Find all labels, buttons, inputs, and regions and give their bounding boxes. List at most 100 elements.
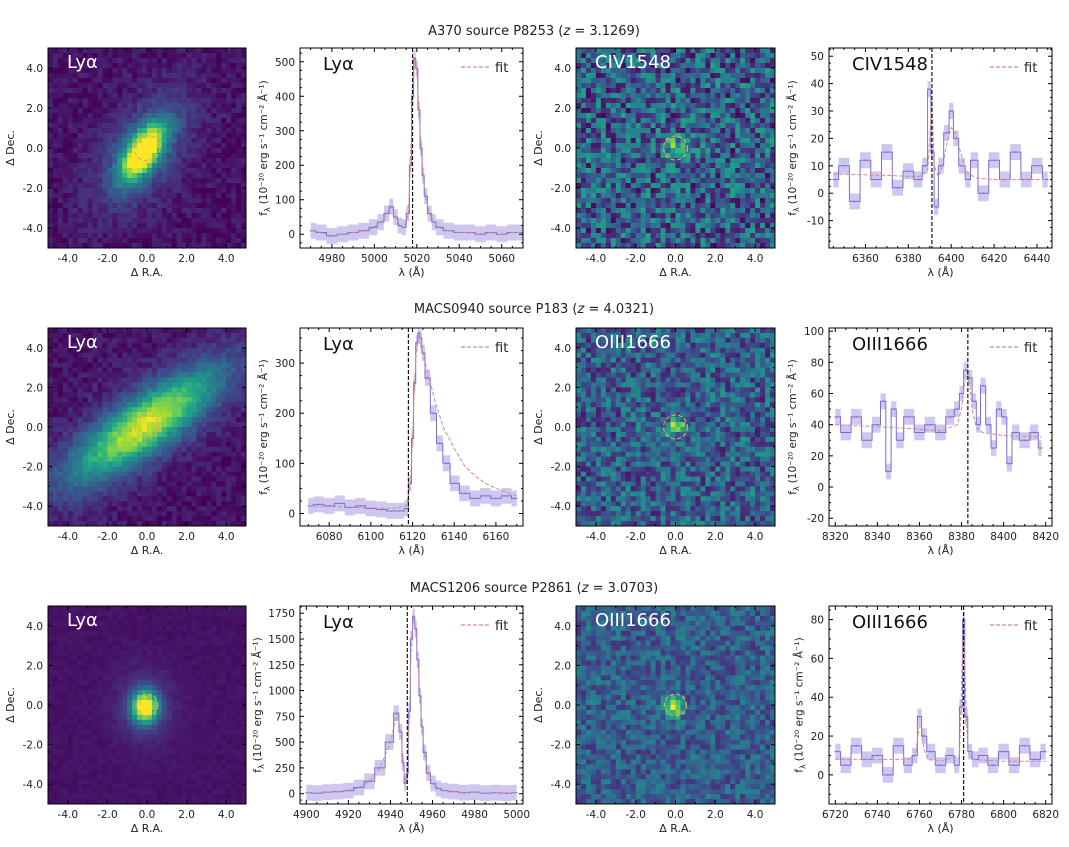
- spectrum-point: [1034, 431, 1036, 434]
- spectrum-point: [887, 470, 889, 473]
- legend-label: fit: [495, 341, 508, 356]
- spectrum-point: [316, 792, 318, 794]
- flux-units: (10⁻²⁰ erg s⁻¹ cm⁻² Å⁻¹): [257, 359, 270, 483]
- y-axis-label: Δ Dec.: [4, 409, 17, 445]
- y-tick-label: 2.0: [554, 103, 571, 115]
- y-tick-label: 1000: [268, 686, 295, 698]
- spectrum-point: [998, 408, 1001, 410]
- heatmap-cells: [48, 48, 247, 249]
- spectrum-point: [420, 337, 422, 339]
- y-tick-label: 40: [811, 692, 824, 704]
- y-axis-label: Δ Dec.: [4, 130, 17, 166]
- x-tick-label: 2.0: [707, 809, 724, 821]
- x-tick-label: 5000: [503, 809, 530, 821]
- x-tick-label: 6140: [441, 531, 468, 543]
- legend-label: fit: [1024, 341, 1037, 356]
- spectrum-point: [1002, 416, 1005, 418]
- plot-area: [307, 328, 518, 526]
- y-tick-label: 40: [811, 79, 824, 91]
- x-tick-label: 2.0: [707, 253, 724, 265]
- panel-label: OIII1666: [852, 334, 928, 355]
- x-tick-label: -2.0: [97, 531, 118, 543]
- row-title: A370 source P8253 (z = 3.1269): [428, 24, 640, 39]
- y-tick-label: 40: [811, 420, 824, 432]
- panel-label: CIV1548: [595, 52, 671, 73]
- x-tick-label: 2.0: [178, 809, 195, 821]
- x-tick-label: -4.0: [586, 253, 607, 265]
- x-tick-label: 0.0: [139, 809, 156, 821]
- x-axis-label: Δ R.A.: [131, 266, 164, 279]
- spectrum-panel-2-3: 6720 6740 6760 6780 6800 6820 0 20 40 60 80 λ (Å) fλ…: [792, 605, 1059, 835]
- y-tick-label: 0.0: [26, 422, 43, 434]
- y-tick-label: 4.0: [26, 621, 43, 633]
- y-tick-label: 10: [811, 161, 824, 173]
- panel-label: OIII1666: [595, 332, 671, 353]
- spectrum-point: [373, 226, 376, 229]
- spectrum-point: [956, 408, 959, 410]
- fit-line: [306, 616, 517, 794]
- x-tick-label: -4.0: [58, 253, 79, 265]
- y-tick-label: 2.0: [26, 382, 43, 394]
- error-band: [310, 50, 523, 244]
- x-axis-label: Δ R.A.: [659, 822, 692, 835]
- spectrum-point: [834, 750, 837, 753]
- spectrum-point: [969, 750, 971, 753]
- flux-symbol: f: [787, 491, 799, 495]
- spectrum-point: [426, 377, 428, 379]
- x-axis-label: λ (Å): [927, 544, 953, 557]
- x-tick-label: -2.0: [625, 253, 646, 265]
- image-panel-0-2: -4.0 -4.0 -2.0 -2.0 0.0 0.0 2.0 2.0 4.0 4.0 Δ R.A.…: [532, 47, 776, 279]
- image-panel-0-0: -4.0 -4.0 -2.0 -2.0 0.0 0.0 2.0 2.0 4.0 4.0 Δ R.A.…: [4, 47, 247, 279]
- spectrum-point: [961, 165, 963, 167]
- x-tick-label: 4940: [377, 809, 404, 821]
- y-tick-label: -2.0: [23, 740, 44, 752]
- flux-units: (10⁻²⁰ erg s⁻¹ cm⁻² Å⁻¹): [257, 80, 270, 204]
- panel-label: OIII1666: [595, 610, 671, 631]
- spectrum-point: [390, 510, 393, 512]
- x-axis-label: λ (Å): [927, 266, 953, 279]
- spectrum-point: [832, 178, 835, 181]
- spectrum-point: [845, 764, 847, 766]
- image-panel-1-0: -4.0 -4.0 -2.0 -2.0 0.0 0.0 2.0 2.0 4.0 4.0 Δ R.A.…: [4, 327, 247, 557]
- y-tick-label: 300: [275, 126, 295, 138]
- x-tick-label: 4900: [293, 809, 320, 821]
- y-tick-label: 0.0: [554, 700, 571, 712]
- title-source: MACS1206 source P2861 (: [410, 581, 582, 596]
- spectrum-point: [432, 412, 435, 415]
- title-z-var: z: [577, 302, 586, 317]
- flux-units: (10⁻²⁰ erg s⁻¹ cm⁻² Å⁻¹): [251, 637, 264, 761]
- x-tick-label: 2.0: [707, 531, 724, 543]
- spectrum-point: [950, 416, 952, 418]
- y-tick-label: 4.0: [554, 621, 571, 633]
- spectrum-point: [423, 751, 425, 754]
- x-tick-label: -4.0: [58, 531, 79, 543]
- spectrum-point: [918, 431, 921, 434]
- y-tick-label: -4.0: [551, 779, 572, 791]
- flux-symbol: f: [258, 491, 270, 495]
- y-tick-label: 2.0: [554, 660, 571, 672]
- y-axis-label: Δ Dec.: [532, 409, 545, 445]
- x-tick-label: 5040: [446, 253, 473, 265]
- title-z-var: z: [562, 24, 571, 39]
- y-tick-label: -4.0: [23, 501, 44, 513]
- y-tick-label: 750: [275, 711, 295, 723]
- spectrum-point: [964, 369, 967, 371]
- legend-label: fit: [1024, 619, 1037, 634]
- row-2: MACS1206 source P2861 (z = 3.0703)-4.0-4…: [4, 581, 1059, 835]
- x-tick-label: 8360: [906, 531, 933, 543]
- spectrum-point: [960, 392, 963, 395]
- y-tick-label: 1500: [268, 634, 295, 646]
- spectrum-point: [401, 510, 403, 512]
- spectrum-point: [939, 165, 942, 167]
- title-z-value: = 3.0703): [588, 581, 658, 596]
- spectrum-point: [1040, 447, 1043, 449]
- aperture-circle: [133, 134, 161, 162]
- y-tick-label: 0: [288, 508, 295, 520]
- fit-line: [835, 373, 1042, 438]
- spectrum-point: [929, 88, 931, 90]
- x-tick-label: 4980: [318, 253, 345, 265]
- y-tick-label: 60: [811, 653, 824, 665]
- x-tick-label: 6820: [1032, 809, 1059, 821]
- spectrum-points: [834, 369, 1043, 473]
- spectrum-point: [981, 384, 984, 387]
